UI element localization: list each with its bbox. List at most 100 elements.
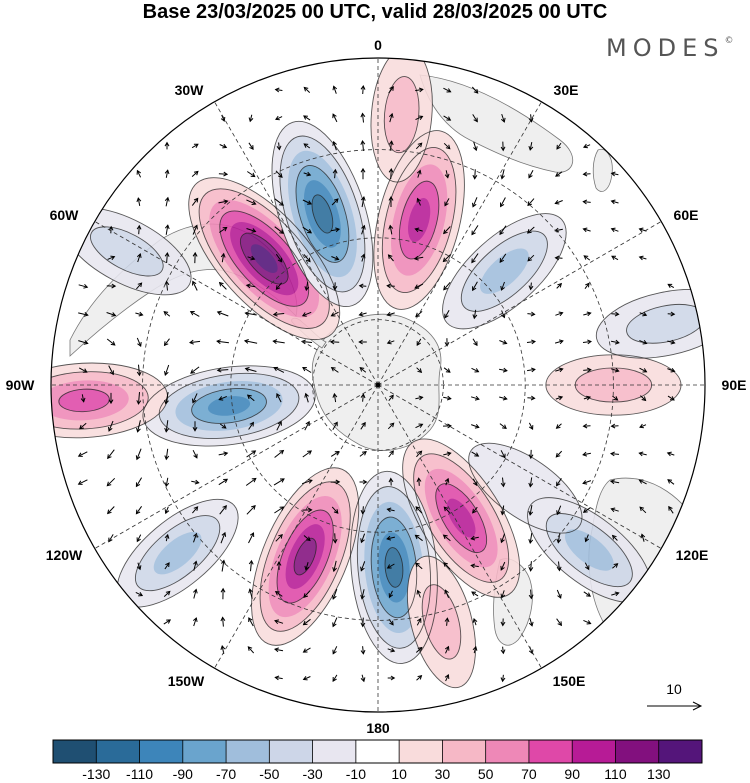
- wind-vector: [556, 505, 562, 516]
- wind-vector: [388, 394, 394, 402]
- wind-vector: [442, 423, 452, 429]
- wind-vector: [527, 198, 535, 207]
- wind-vector: [584, 534, 590, 543]
- wind-vector: [244, 367, 257, 372]
- contour-line: [158, 372, 300, 439]
- wind-vector: [360, 674, 366, 683]
- wind-vector: [303, 535, 311, 542]
- wind-vector: [163, 619, 172, 625]
- wind-vector: [275, 170, 283, 178]
- wind-vector: [556, 282, 563, 289]
- wind-vector: [108, 392, 114, 405]
- wind-vector: [556, 142, 562, 150]
- lat-lon-grid: [51, 58, 705, 712]
- anomaly-band: [408, 198, 431, 242]
- wind-vector: [443, 451, 452, 457]
- wind-vector: [274, 591, 283, 597]
- wind-vector: [528, 532, 534, 545]
- wind-vector: [243, 339, 258, 344]
- wind-vector: [388, 477, 394, 486]
- wind-vector: [164, 251, 170, 264]
- wind-vector: [443, 142, 451, 150]
- wind-vector: [272, 311, 285, 317]
- anomaly-band: [385, 547, 403, 588]
- anomaly-band: [626, 304, 705, 344]
- wind-vector: [582, 507, 591, 513]
- wind-vector: [80, 394, 86, 403]
- wind-vector: [246, 228, 257, 233]
- wind-vector: [638, 255, 647, 261]
- wind-vector: [555, 367, 564, 373]
- contour-line: [421, 584, 462, 660]
- wind-vector: [443, 87, 452, 93]
- wind-vector: [471, 86, 479, 94]
- wind-vector: [329, 339, 340, 345]
- wind-vector: [360, 85, 366, 95]
- wind-vector: [164, 448, 170, 461]
- wind-vector: [330, 367, 339, 373]
- wind-vector: [273, 366, 285, 373]
- wind-vector: [303, 115, 311, 121]
- contour-line: [239, 232, 289, 285]
- anomaly-band: [422, 584, 461, 660]
- wind-vector: [276, 393, 282, 403]
- wind-vector: [107, 449, 115, 460]
- wind-vector: [444, 198, 450, 207]
- anomaly-contours-3: [442, 213, 567, 330]
- wind-vector: [639, 367, 648, 373]
- wind-vector: [218, 451, 229, 457]
- wind-vector: [135, 477, 143, 488]
- wind-vector: [415, 311, 423, 318]
- wind-vector: [219, 226, 228, 233]
- wind-vector: [78, 283, 89, 289]
- wind-vector: [583, 311, 592, 317]
- wind-vector: [472, 281, 478, 292]
- wind-vector: [301, 479, 313, 485]
- wind-vector: [135, 448, 142, 461]
- wind-vector: [276, 142, 282, 151]
- wind-vector: [583, 395, 592, 401]
- wind-vector: [415, 562, 423, 570]
- wind-vector: [612, 395, 619, 401]
- lon-label-90w: 90W: [6, 377, 36, 393]
- contour-line: [468, 442, 583, 534]
- wind-vector: [192, 251, 198, 264]
- wind-vector: [303, 590, 311, 599]
- wind-vector: [555, 423, 562, 429]
- anomaly-band: [480, 248, 529, 294]
- wind-vector: [610, 171, 619, 177]
- anomaly-band: [294, 538, 317, 575]
- wind-vector: [220, 114, 226, 122]
- lon-label-120e: 120E: [676, 547, 709, 563]
- colorbar-tick-label-2: -90: [173, 766, 193, 782]
- wind-vector: [415, 87, 424, 93]
- wind-vector: [500, 590, 506, 599]
- brand-name: MODES: [606, 34, 725, 62]
- wind-vector: [218, 395, 227, 401]
- wind-vector: [136, 562, 142, 571]
- wind-vector: [192, 506, 199, 514]
- wind-vector: [471, 253, 479, 264]
- wind-vector: [108, 365, 114, 376]
- africa-landmass: [419, 74, 574, 173]
- wind-vector: [164, 506, 170, 515]
- anomaly-contours-15: [407, 555, 476, 689]
- wind-vector: [500, 141, 506, 152]
- wind-vector: [388, 195, 394, 207]
- wind-vector: [413, 255, 424, 261]
- wind-vector: [387, 675, 396, 681]
- contour-line: [384, 547, 404, 588]
- meridian-150: [377, 384, 542, 669]
- wind-vector: [274, 226, 285, 234]
- wind-vector: [218, 478, 229, 486]
- wind-vector: [416, 675, 423, 681]
- wind-vector: [528, 589, 534, 600]
- wind-vector: [444, 309, 450, 319]
- wind-vector: [416, 589, 422, 598]
- south-pole-marker: [375, 382, 381, 388]
- wind-vector: [163, 311, 171, 317]
- wind-vector: [554, 339, 564, 345]
- colorbar-bin-7: [355, 740, 400, 763]
- wind-vector: [136, 282, 143, 290]
- wind-vector: [164, 196, 170, 207]
